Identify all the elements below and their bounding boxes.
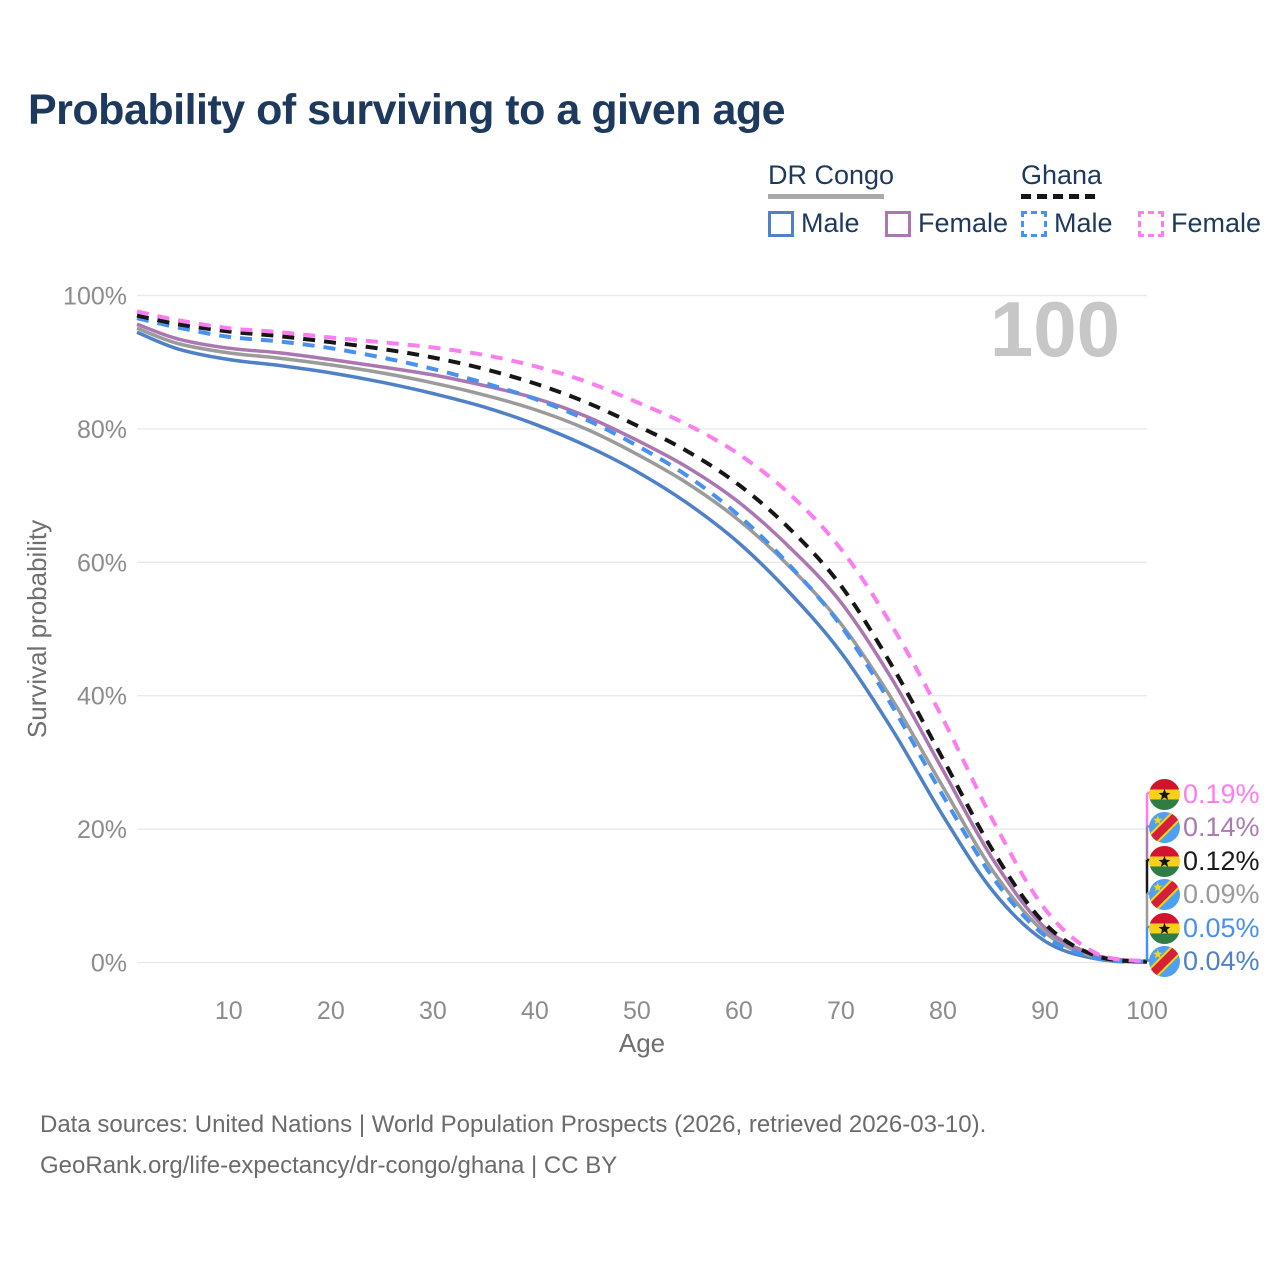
dr-congo-flag-icon bbox=[1149, 811, 1180, 843]
chart-title: Probability of surviving to a given age bbox=[28, 86, 786, 134]
end-label-ghana-female: 0.19% bbox=[1149, 778, 1260, 810]
end-label-ghana-male: 0.05% bbox=[1149, 912, 1260, 944]
ghana-flag-icon bbox=[1149, 778, 1180, 810]
svg-text:30: 30 bbox=[419, 997, 447, 1025]
svg-text:0%: 0% bbox=[91, 950, 127, 978]
legend-header-ghana[interactable]: Ghana bbox=[1021, 160, 1103, 190]
end-value: 0.05% bbox=[1183, 912, 1260, 943]
age-counter-watermark: 100 bbox=[989, 285, 1120, 373]
svg-text:60: 60 bbox=[725, 997, 753, 1025]
svg-text:100%: 100% bbox=[63, 283, 127, 311]
dr-congo-solid-line-swatch bbox=[768, 194, 884, 199]
drc-male-swatch-icon bbox=[768, 210, 794, 237]
svg-text:80%: 80% bbox=[77, 416, 127, 444]
end-label-ghana-both: 0.12% bbox=[1149, 845, 1260, 877]
drc-female-swatch-icon bbox=[884, 210, 911, 237]
source-line-2: GeoRank.org/life-expectancy/dr-congo/gha… bbox=[40, 1152, 618, 1179]
legend-item-ghana-male[interactable]: Male bbox=[1021, 208, 1113, 239]
ghana-male-swatch-icon bbox=[1021, 210, 1047, 237]
svg-text:20: 20 bbox=[317, 997, 345, 1025]
legend-item-ghana-female[interactable]: Female bbox=[1137, 208, 1262, 239]
legend-group-dr-congo: DR Congo Male Female bbox=[768, 160, 1029, 242]
dr-congo-flag-icon bbox=[1149, 878, 1180, 910]
svg-text:70: 70 bbox=[827, 997, 855, 1025]
svg-text:100: 100 bbox=[1126, 997, 1168, 1025]
source-line-1: Data sources: United Nations | World Pop… bbox=[40, 1111, 987, 1138]
svg-text:40: 40 bbox=[521, 997, 549, 1025]
svg-text:20%: 20% bbox=[77, 816, 127, 844]
legend-item-drc-male[interactable]: Male bbox=[768, 208, 860, 239]
legend-item-label: Female bbox=[917, 208, 1009, 238]
dr-congo-flag-icon bbox=[1149, 945, 1180, 977]
ghana-flag-icon bbox=[1149, 845, 1180, 877]
ghana-female-swatch-icon bbox=[1137, 210, 1164, 237]
end-value: 0.14% bbox=[1183, 811, 1260, 842]
end-value: 0.09% bbox=[1183, 878, 1260, 909]
legend-header-dr-congo[interactable]: DR Congo bbox=[768, 160, 895, 190]
legend-item-label: Female bbox=[1170, 208, 1262, 238]
svg-text:Survival probability: Survival probability bbox=[22, 520, 52, 738]
svg-text:80: 80 bbox=[929, 997, 957, 1025]
end-label-drc-both: 0.09% bbox=[1149, 878, 1260, 910]
svg-text:90: 90 bbox=[1031, 997, 1059, 1025]
svg-text:50: 50 bbox=[623, 997, 651, 1025]
legend-item-label: Male bbox=[1054, 208, 1113, 238]
ghana-flag-icon bbox=[1149, 912, 1180, 944]
svg-text:10: 10 bbox=[215, 997, 243, 1025]
end-value: 0.04% bbox=[1183, 945, 1260, 976]
legend-group-ghana: Ghana Male Female bbox=[1021, 160, 1280, 242]
legend-item-drc-female[interactable]: Female bbox=[884, 208, 1009, 239]
end-label-drc-female: 0.14% bbox=[1149, 811, 1260, 843]
end-value: 0.19% bbox=[1183, 778, 1260, 809]
data-source-note: Data sources: United Nations | World Pop… bbox=[40, 1104, 986, 1186]
legend-item-label: Male bbox=[801, 208, 860, 238]
svg-text:60%: 60% bbox=[77, 549, 127, 577]
end-value: 0.12% bbox=[1183, 845, 1260, 876]
svg-text:Age: Age bbox=[619, 1028, 665, 1058]
end-label-drc-male: 0.04% bbox=[1149, 945, 1260, 977]
svg-text:40%: 40% bbox=[77, 683, 127, 711]
ghana-dashed-line-swatch bbox=[1021, 194, 1097, 199]
